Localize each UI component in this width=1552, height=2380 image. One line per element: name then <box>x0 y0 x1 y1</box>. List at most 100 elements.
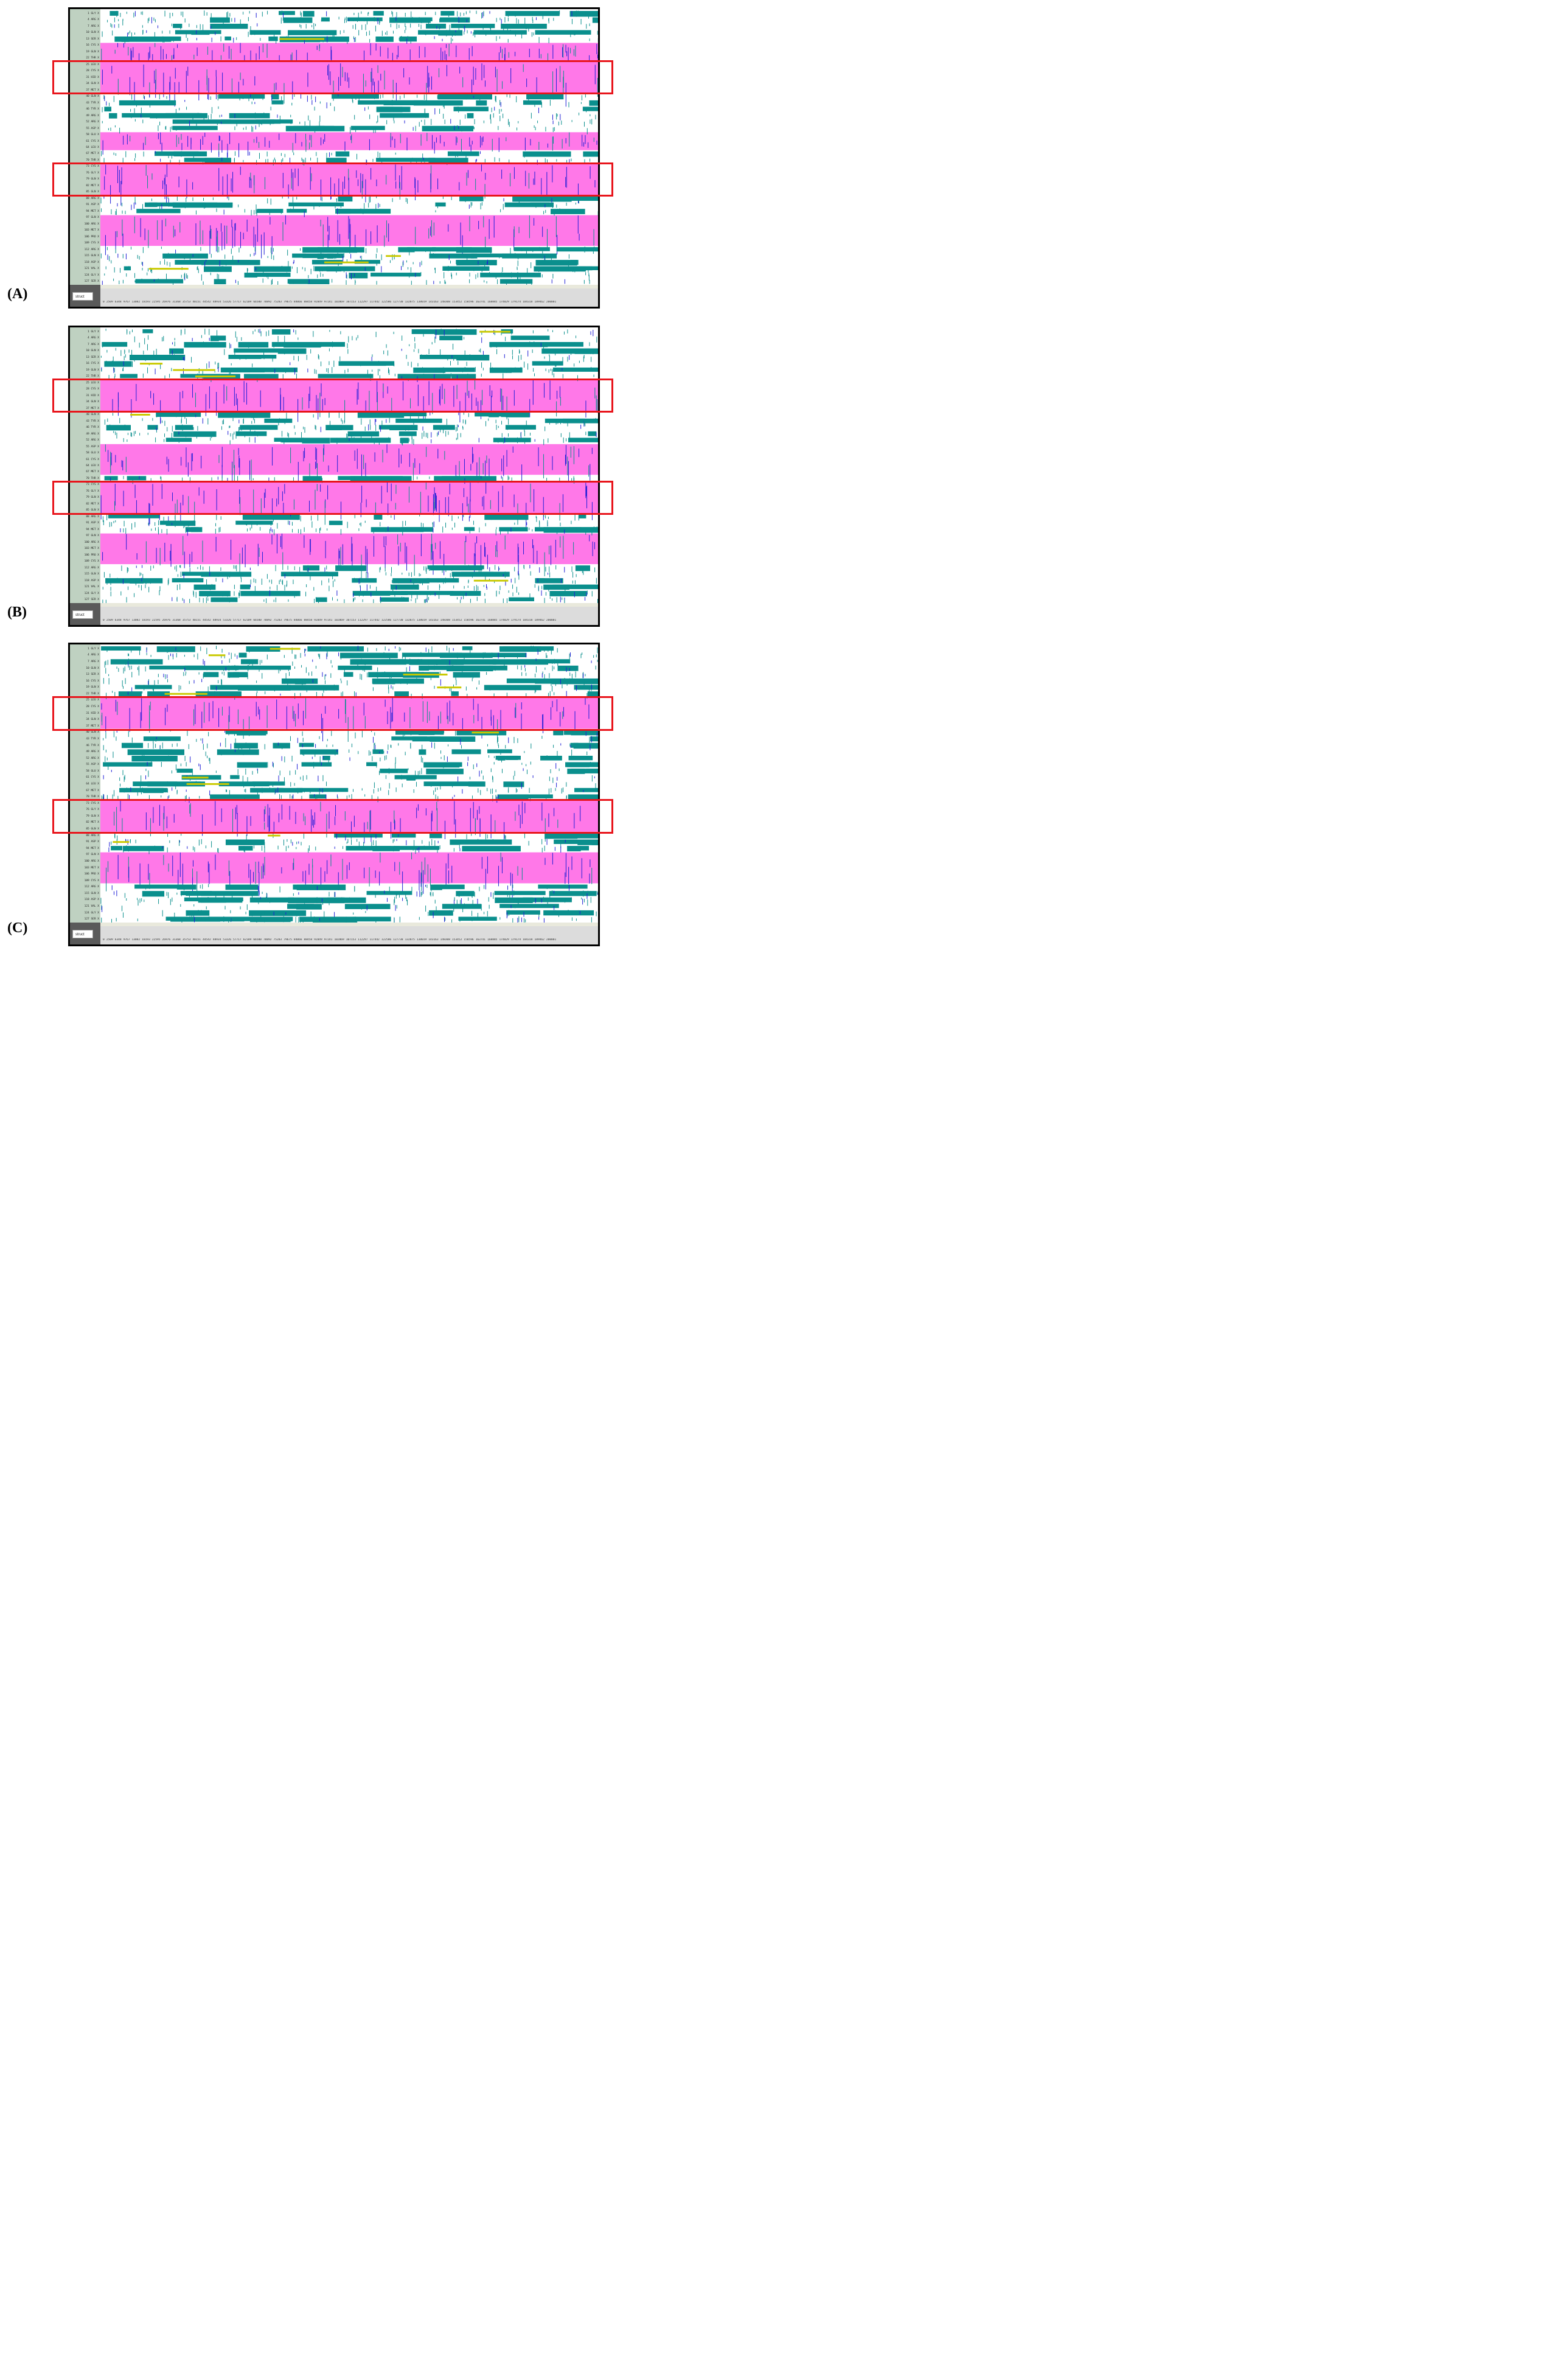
turn-tick <box>221 157 223 161</box>
turn-tick <box>280 211 282 214</box>
turn-tick <box>229 658 230 663</box>
turn-tick <box>224 730 226 733</box>
turn-tick <box>119 777 120 781</box>
turn-segment <box>433 425 455 430</box>
turn-tick <box>402 439 403 446</box>
helix-speck <box>192 868 193 878</box>
turn-tick <box>507 273 509 277</box>
turn-segment <box>459 196 484 201</box>
turn-tick <box>130 425 131 430</box>
turn-tick <box>355 37 356 42</box>
turn-tick <box>176 596 178 602</box>
helix-speck <box>473 714 475 724</box>
helix-band <box>100 132 598 150</box>
turn-tick <box>284 777 285 783</box>
helix-speck <box>361 181 363 199</box>
turn-tick <box>516 96 517 103</box>
turn-tick <box>392 254 393 260</box>
helix-speck <box>431 220 432 237</box>
helix-speck <box>253 489 254 514</box>
helix-speck <box>327 217 329 232</box>
frame-scrollbar[interactable] <box>100 607 598 625</box>
turn-tick <box>323 789 324 792</box>
struct-button[interactable]: struct <box>72 292 93 301</box>
turn-tick <box>183 672 184 676</box>
turn-tick <box>180 565 181 568</box>
helix-speck <box>482 136 484 142</box>
helix-speck <box>158 133 159 139</box>
turn-tick <box>192 770 193 776</box>
turn-tick <box>523 768 524 771</box>
frame-scrollbar[interactable] <box>100 288 598 307</box>
turn-tick <box>106 349 108 353</box>
turn-tick <box>564 599 565 603</box>
helix-speck <box>305 698 306 719</box>
helix-speck <box>154 70 155 83</box>
helix-speck <box>391 712 392 722</box>
turn-tick <box>590 351 591 354</box>
turn-tick <box>258 369 259 372</box>
turn-tick <box>281 96 282 103</box>
turn-tick <box>549 572 551 578</box>
turn-tick <box>126 273 127 277</box>
helix-speck <box>226 225 228 244</box>
turn-tick <box>116 890 117 896</box>
turn-tick <box>279 349 280 352</box>
residue-label: 31 HID X <box>86 394 99 397</box>
helix-speck <box>492 139 493 152</box>
helix-speck <box>475 542 476 557</box>
turn-tick <box>478 253 479 257</box>
turn-tick <box>221 476 223 483</box>
helix-speck <box>430 868 431 886</box>
turn-tick <box>462 368 463 372</box>
turn-tick <box>141 578 142 582</box>
turn-tick <box>336 794 338 798</box>
turn-tick <box>462 419 464 424</box>
helix-speck <box>339 234 340 245</box>
turn-tick <box>241 337 242 341</box>
frame-tick-label: 26976 <box>162 619 171 622</box>
turn-tick <box>316 795 318 800</box>
frame-tick-label: 31368 <box>172 619 181 622</box>
turn-tick <box>128 658 129 665</box>
turn-tick <box>257 885 259 893</box>
turn-segment <box>260 685 290 690</box>
turn-segment <box>590 736 598 742</box>
helix-speck <box>328 465 329 472</box>
turn-tick <box>215 573 216 576</box>
turn-tick <box>335 202 336 209</box>
turn-tick <box>124 520 125 527</box>
turn-tick <box>440 756 442 759</box>
turn-tick <box>181 424 183 430</box>
turn-tick <box>173 38 174 42</box>
turn-tick <box>594 730 596 735</box>
turn-tick <box>332 597 333 601</box>
turn-tick <box>346 272 347 279</box>
turn-tick <box>296 267 298 273</box>
turn-tick <box>492 788 493 794</box>
residue-label: 64 LEU X <box>86 464 99 467</box>
turn-tick <box>453 691 454 694</box>
turn-tick <box>322 775 324 781</box>
turn-segment <box>346 846 391 851</box>
turn-tick <box>210 437 211 441</box>
turn-tick <box>490 768 492 772</box>
turn-tick <box>291 755 293 762</box>
frame-tick-label: 75283 <box>273 619 282 622</box>
turn-tick <box>274 789 276 795</box>
turn-segment <box>195 691 242 697</box>
turn-tick <box>435 127 436 131</box>
turn-tick <box>429 841 430 846</box>
turn-tick <box>221 660 223 664</box>
turn-tick <box>320 527 321 531</box>
turn-segment <box>540 755 562 761</box>
residue-label: 112 ARG X <box>84 566 99 570</box>
turn-segment <box>111 846 123 851</box>
helix-speck <box>445 497 446 514</box>
turn-tick <box>254 430 256 436</box>
struct-button[interactable]: struct <box>72 610 93 619</box>
helix-speck <box>338 77 339 91</box>
helix-speck <box>117 43 118 47</box>
turn-segment <box>447 151 479 156</box>
turn-segment <box>450 591 481 596</box>
